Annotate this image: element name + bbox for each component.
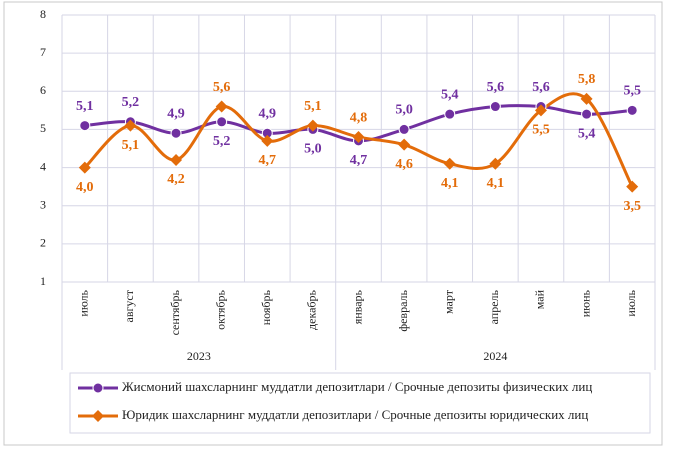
x-tick-label: октябрь xyxy=(213,289,227,329)
data-point xyxy=(306,119,319,132)
data-point xyxy=(79,120,91,132)
data-point xyxy=(261,134,274,147)
y-tick-label: 3 xyxy=(40,197,46,211)
data-label: 4,8 xyxy=(350,110,368,125)
data-label: 5,6 xyxy=(532,80,550,95)
x-tick-label: апрель xyxy=(487,289,501,324)
y-tick-label: 8 xyxy=(40,7,46,21)
data-label: 5,6 xyxy=(487,80,505,95)
data-label: 5,6 xyxy=(213,80,231,95)
data-label: 4,7 xyxy=(259,153,277,168)
data-label: 5,1 xyxy=(304,99,322,114)
x-tick-label: июль xyxy=(624,289,638,316)
data-label: 4,6 xyxy=(395,157,413,172)
x-tick-label: февраль xyxy=(396,289,410,331)
y-tick-label: 6 xyxy=(40,83,46,97)
data-label: 5,1 xyxy=(76,99,94,114)
data-point xyxy=(489,157,502,170)
data-point xyxy=(626,180,639,193)
data-point xyxy=(215,100,228,113)
data-label: 5,1 xyxy=(122,138,140,153)
x-tick-label: январь xyxy=(350,289,364,324)
legend-box xyxy=(69,372,651,434)
data-label: 5,2 xyxy=(122,95,140,110)
data-label: 5,0 xyxy=(395,103,413,118)
y-tick-label: 2 xyxy=(40,236,46,250)
data-label: 5,0 xyxy=(304,142,322,157)
x-tick-label: июнь xyxy=(578,289,592,317)
data-point xyxy=(580,92,593,105)
data-label: 4,1 xyxy=(487,176,505,191)
data-point xyxy=(489,101,501,113)
data-label: 5,5 xyxy=(623,84,641,99)
data-point xyxy=(398,138,411,151)
legend-marker xyxy=(92,410,104,422)
y-tick-label: 1 xyxy=(40,274,46,288)
x-tick-label: сентябрь xyxy=(168,289,182,335)
data-label: 5,8 xyxy=(578,72,596,87)
x-tick-label: май xyxy=(533,289,547,309)
y-tick-label: 4 xyxy=(40,159,46,173)
legend-label: Юридик шахсларнинг муддатли депозитлари … xyxy=(122,407,588,422)
x-tick-label: декабрь xyxy=(305,289,319,330)
data-label: 5,4 xyxy=(578,126,596,141)
data-point xyxy=(170,153,183,166)
data-point xyxy=(124,119,137,132)
data-point xyxy=(352,131,365,144)
group-label: 2023 xyxy=(187,349,211,363)
data-label: 4,1 xyxy=(441,176,459,191)
x-tick-label: июль xyxy=(77,289,91,316)
data-point xyxy=(534,104,547,117)
data-label: 4,0 xyxy=(76,180,94,195)
data-label: 5,2 xyxy=(213,134,231,149)
data-label: 3,5 xyxy=(623,199,641,214)
data-point xyxy=(78,161,91,174)
data-label: 4,2 xyxy=(167,172,185,187)
data-point xyxy=(398,123,410,135)
data-label: 4,9 xyxy=(259,106,277,121)
legend-label: Жисмоний шахсларнинг муддатли депозитлар… xyxy=(122,379,592,394)
y-tick-label: 5 xyxy=(40,121,46,135)
data-label: 4,9 xyxy=(167,106,185,121)
data-point xyxy=(626,104,638,116)
data-point xyxy=(170,127,182,139)
data-point xyxy=(444,108,456,120)
data-point xyxy=(443,157,456,170)
data-label: 5,5 xyxy=(532,123,550,138)
x-tick-label: август xyxy=(122,289,136,322)
data-point xyxy=(581,108,593,120)
x-tick-label: март xyxy=(441,289,455,314)
data-label: 5,4 xyxy=(441,87,459,102)
data-label: 4,7 xyxy=(350,153,368,168)
data-point xyxy=(216,116,228,128)
legend-marker xyxy=(92,382,104,394)
x-tick-label: ноябрь xyxy=(259,289,273,325)
chart-border xyxy=(3,1,663,446)
group-label: 2024 xyxy=(483,349,507,363)
y-tick-label: 7 xyxy=(40,45,46,59)
